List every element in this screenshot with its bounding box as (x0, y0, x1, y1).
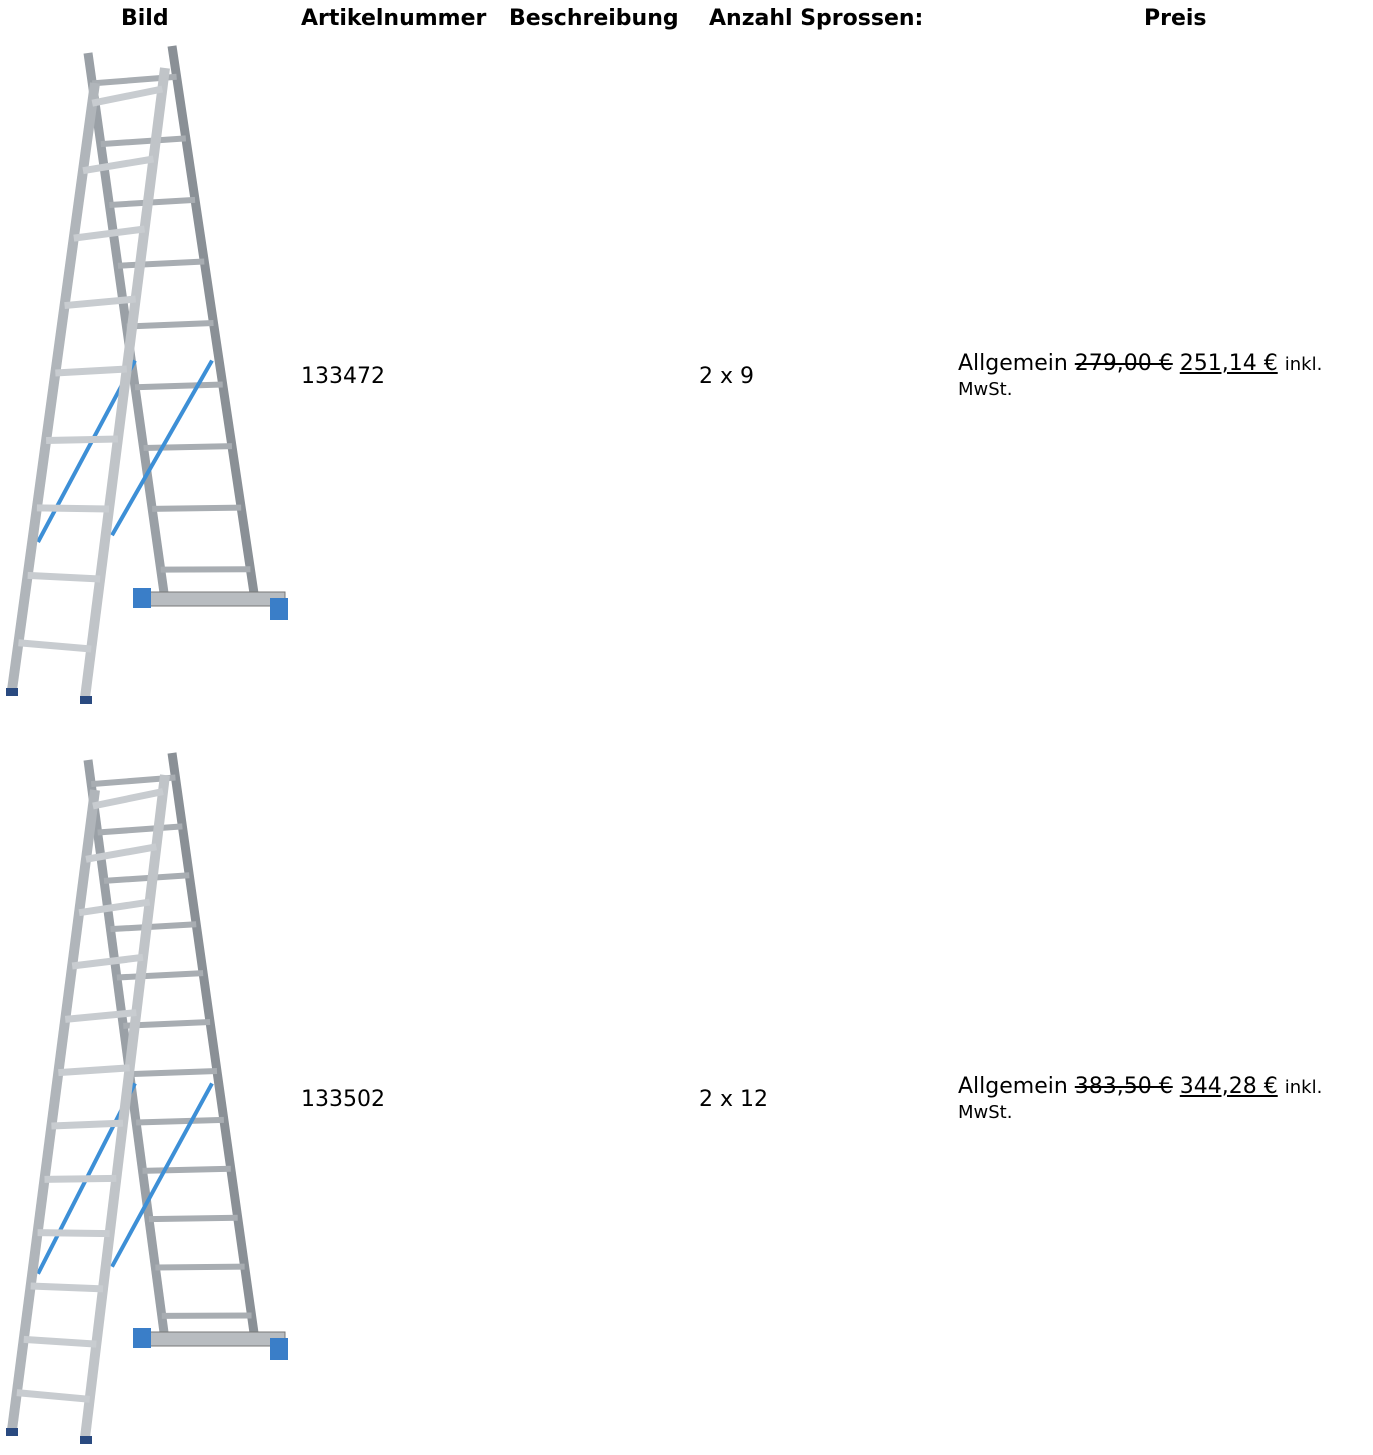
ladder-part (80, 1436, 92, 1444)
header-preis: Preis (1144, 6, 1207, 31)
ladder-part (58, 1068, 129, 1073)
ladder-part (38, 1233, 110, 1234)
ladder-part (135, 1332, 285, 1346)
ladder-part (135, 592, 285, 606)
ladder-part (98, 826, 183, 832)
ladder-part (117, 973, 203, 977)
ladder-part (118, 261, 204, 265)
rungs: 2 x 9 (699, 364, 754, 389)
ladder-part (144, 446, 232, 448)
ladder-part (55, 369, 126, 373)
ladder-part (127, 323, 214, 327)
ladder-part (80, 696, 92, 704)
new-price: 251,14 € (1180, 351, 1278, 376)
ladder-part (172, 753, 255, 1340)
price: Allgemein 279,00 € 251,14 € inkl. MwSt. (958, 352, 1368, 402)
ladder-part (133, 588, 151, 608)
ladder-part (92, 89, 162, 103)
rungs: 2 x 12 (699, 1087, 768, 1112)
ladder-part (79, 902, 150, 913)
header-bild: Bild (121, 6, 169, 31)
ladder-part (135, 385, 223, 388)
ladder-part (24, 1339, 97, 1344)
ladder-part (104, 875, 189, 881)
ladder-part (101, 138, 186, 144)
ladder-part (45, 1178, 117, 1179)
ladder-part (152, 508, 241, 509)
ladder-part (136, 1120, 224, 1123)
ladder-part (133, 1328, 151, 1348)
ladder-part (12, 83, 95, 690)
ladder-part (18, 643, 91, 649)
ladder-part (130, 1071, 217, 1074)
price: Allgemein 383,50 € 344,28 € inkl. MwSt. (958, 1075, 1368, 1125)
ladder-part (143, 1169, 231, 1171)
ladder-part (12, 790, 95, 1430)
old-price: 383,50 € (1075, 1074, 1173, 1099)
ladder-part (46, 439, 118, 440)
new-price: 344,28 € (1180, 1074, 1278, 1099)
header-beschreibung: Beschreibung (509, 6, 679, 31)
ladder-part (72, 957, 143, 966)
article-number: 133472 (301, 364, 385, 389)
ladder-part (149, 1218, 238, 1219)
header-sprossen: Anzahl Sprossen: (709, 6, 923, 31)
ladder-part (74, 229, 145, 238)
ladder-part (6, 688, 18, 696)
price-group: Allgemein (958, 351, 1068, 376)
ladder-part (155, 1267, 244, 1268)
ladder-image (0, 745, 300, 1455)
header-artikelnummer: Artikelnummer (301, 6, 486, 31)
ladder-part (31, 1286, 103, 1289)
ladder-image (0, 38, 300, 718)
price-group: Allgemein (958, 1074, 1068, 1099)
ladder-part (93, 792, 163, 806)
ladder-part (270, 598, 288, 620)
ladder-part (28, 575, 100, 579)
old-price: 279,00 € (1075, 351, 1173, 376)
article-number: 133502 (301, 1087, 385, 1112)
ladder-part (110, 924, 196, 929)
ladder-part (37, 508, 109, 509)
ladder-part (6, 1428, 18, 1436)
ladder-part (51, 1123, 123, 1126)
ladder-part (270, 1338, 288, 1360)
ladder-part (17, 1393, 90, 1400)
ladder-part (83, 159, 153, 171)
